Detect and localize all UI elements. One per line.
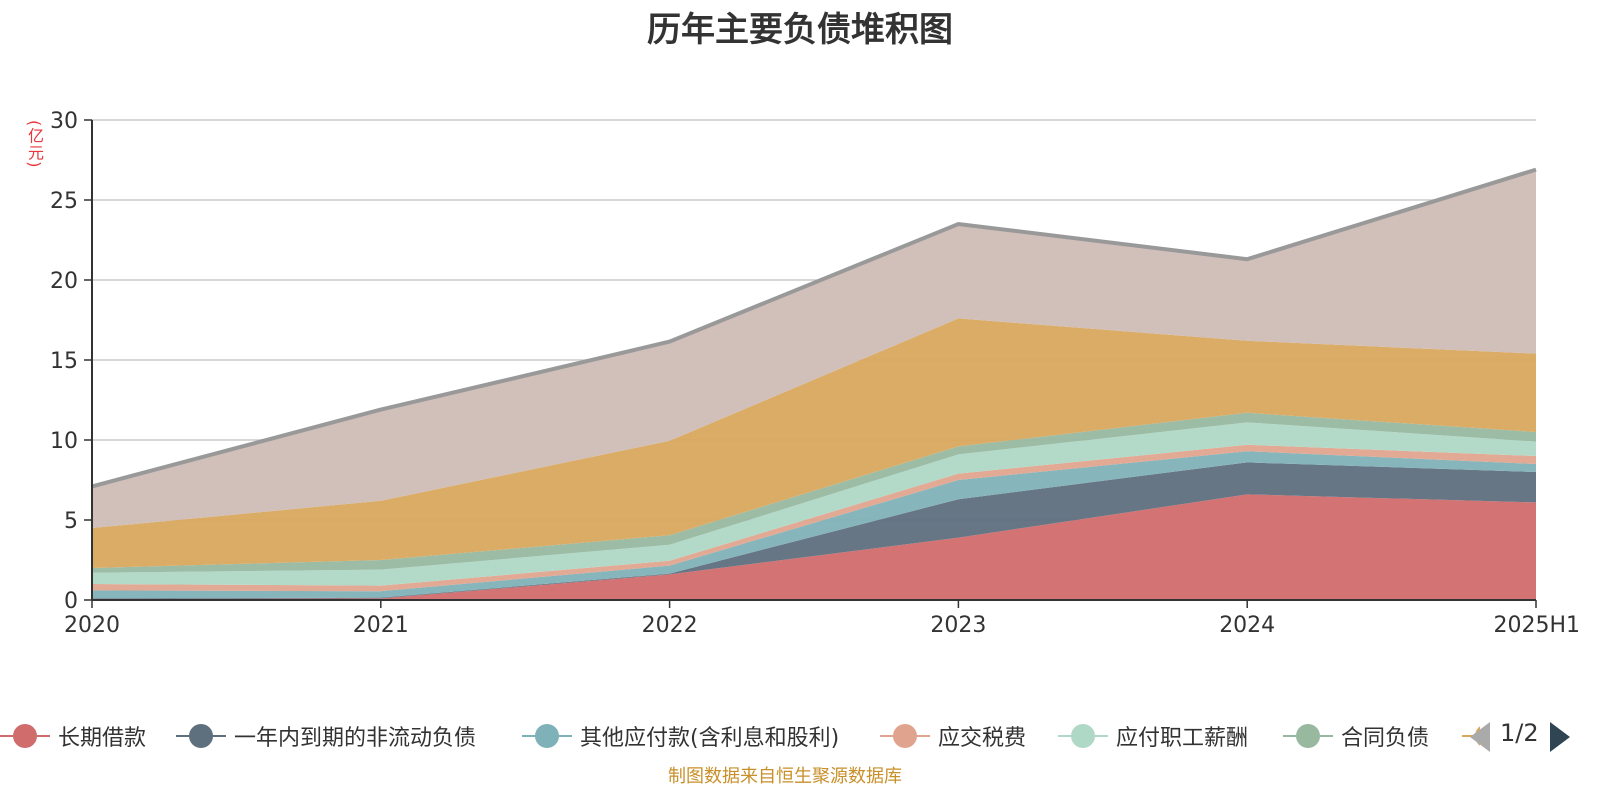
area-series-5	[92, 412, 1536, 573]
x-tick-label: 2021	[353, 613, 409, 638]
area-series-4	[92, 422, 1536, 586]
legend-prev-page-button[interactable]	[1470, 722, 1490, 752]
legend-item[interactable]: 合同负债	[1283, 718, 1429, 754]
y-tick-label: 30	[50, 109, 78, 134]
total-line	[91, 167, 1537, 489]
x-tick-label: 2025H1	[1493, 613, 1580, 638]
legend-item[interactable]: 长期借款	[0, 718, 146, 754]
x-tick-label: 2020	[64, 613, 120, 638]
legend-marker-icon	[176, 721, 226, 751]
legend-item[interactable]: 应付职工薪酬	[1058, 718, 1248, 754]
legend-pager: 1/2	[1468, 718, 1600, 754]
legend-marker-icon	[1283, 721, 1333, 751]
legend: 长期借款 一年内到期的非流动负债 其他应付款(含利息和股利) 应交税费 应付职工薪酬 合同…	[0, 718, 1600, 754]
legend-page-indicator: 1/2	[1500, 719, 1539, 747]
legend-label: 一年内到期的非流动负债	[234, 726, 477, 751]
legend-marker-icon	[522, 721, 572, 751]
stacked-area-chart: 0 5 10 15 20 25 30 2020 2021 2022 2023 2024 2025H1	[50, 109, 1580, 638]
data-source-note: 制图数据来自恒生聚源数据库	[668, 766, 902, 787]
legend-item[interactable]: 应交税费	[880, 718, 1026, 754]
y-tick-label: 25	[50, 189, 78, 214]
area-series-7	[92, 169, 1536, 528]
legend-label: 应付职工薪酬	[1116, 726, 1249, 751]
legend-label: 长期借款	[58, 726, 147, 751]
x-tick-label: 2023	[930, 613, 986, 638]
legend-item[interactable]: 其他应付款(含利息和股利)	[522, 718, 839, 754]
area-series-1	[92, 462, 1536, 600]
y-tick-label: 10	[50, 429, 78, 454]
legend-marker-icon	[880, 721, 930, 751]
chart-title: 历年主要负债堆积图	[647, 10, 953, 50]
x-tick-label: 2022	[642, 613, 698, 638]
area-series-6	[92, 318, 1536, 568]
legend-label: 其他应付款(含利息和股利)	[580, 726, 840, 751]
y-tick-label: 15	[50, 349, 78, 374]
y-tick-label: 0	[64, 589, 78, 614]
y-tick-label: 20	[50, 269, 78, 294]
area-series-3	[92, 444, 1536, 592]
y-axis-unit-label: (亿元)	[25, 120, 44, 169]
legend-label: 应交税费	[938, 726, 1027, 751]
legend-label: 合同负债	[1341, 726, 1430, 751]
legend-item[interactable]: 一年内到期的非流动负债	[176, 718, 476, 754]
area-series-0	[92, 494, 1536, 600]
area-series-2	[92, 451, 1536, 599]
legend-marker-icon	[1058, 721, 1108, 751]
legend-marker-icon	[0, 721, 50, 751]
y-tick-label: 5	[64, 509, 78, 534]
x-tick-label: 2024	[1219, 613, 1275, 638]
legend-next-page-button[interactable]	[1550, 722, 1570, 752]
